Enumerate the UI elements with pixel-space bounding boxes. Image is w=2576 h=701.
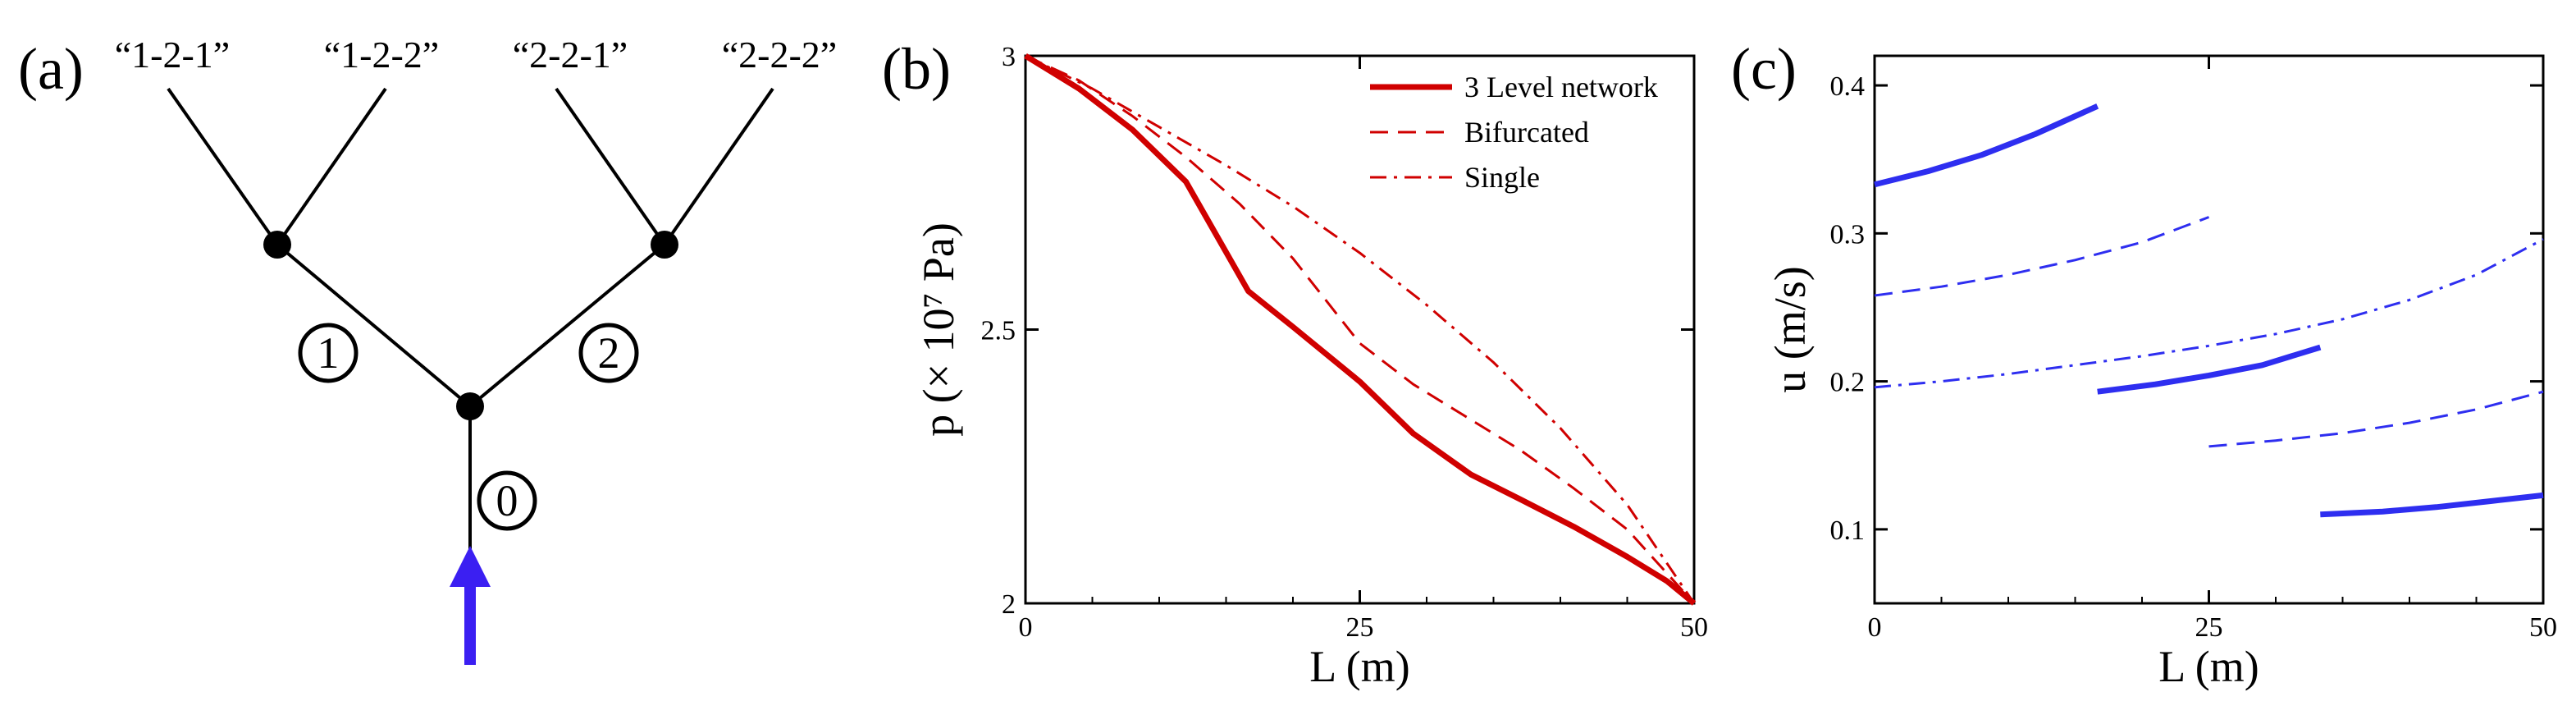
velocity-plot-area: 0 25 50 0.1 0.2 0.3 0.4 bbox=[1830, 54, 2557, 643]
c-x-tick-label: 25 bbox=[2195, 612, 2223, 643]
branch-badge-0-text: 0 bbox=[496, 476, 518, 525]
branch-badge-1-text: 1 bbox=[317, 328, 340, 378]
c-series-line-3 bbox=[1874, 216, 2210, 297]
branch-badge-2-text: 2 bbox=[598, 328, 620, 378]
panel-a-network-diagram: (a) “1-2-1” “1-2-2” “2-2-1” “2-2-2” 0 1 … bbox=[18, 34, 837, 665]
junction-node-right bbox=[651, 231, 678, 259]
panel-c-label: (c) bbox=[1731, 36, 1797, 102]
c-series-line-1 bbox=[2097, 344, 2322, 395]
panel-b-pressure-chart: (b) 0 25 50 2 2.5 3 p (× 10⁷ Pa) L (m) 3 Leve… bbox=[882, 36, 1708, 691]
b-y-tick-label: 2.5 bbox=[981, 316, 1016, 346]
b-y-tick-label: 2 bbox=[1002, 589, 1016, 620]
branch-2-2-1-line bbox=[555, 87, 666, 246]
velocity-y-axis-label: u (m/s) bbox=[1765, 266, 1815, 393]
pressure-plot-area: 0 25 50 2 2.5 3 bbox=[981, 42, 1709, 643]
c-plot-frame bbox=[1873, 54, 2545, 605]
b-x-tick-label: 25 bbox=[1346, 612, 1374, 643]
legend-label-2: Single bbox=[1464, 161, 1540, 194]
branch-2-line bbox=[468, 243, 666, 408]
c-series-line-0 bbox=[1874, 103, 2099, 188]
panel-b-label: (b) bbox=[882, 36, 951, 102]
b-plot-frame bbox=[1024, 54, 1696, 605]
c-series-line-2 bbox=[2320, 492, 2544, 518]
network-branches bbox=[167, 87, 774, 575]
c-x-tick-label: 0 bbox=[1868, 612, 1882, 643]
branch-badge-1: 1 bbox=[298, 323, 359, 383]
legend-label-1: Bifurcated bbox=[1464, 116, 1589, 149]
b-y-tick-label: 3 bbox=[1002, 42, 1016, 72]
branch-badge-2: 2 bbox=[578, 323, 639, 383]
branch-1-2-1-line bbox=[167, 87, 279, 246]
c-y-tick-label: 0.3 bbox=[1830, 219, 1866, 250]
b-series-line-1 bbox=[1025, 54, 1696, 605]
outlet-label-2-2-2: “2-2-2” bbox=[722, 34, 837, 76]
c-series-line-4 bbox=[2208, 390, 2544, 448]
panel-a-label: (a) bbox=[18, 36, 84, 102]
pressure-legend: 3 Level network Bifurcated Single bbox=[1370, 71, 1658, 194]
branch-1-line bbox=[276, 243, 472, 408]
c-x-tick-label: 50 bbox=[2529, 612, 2557, 643]
b-x-tick-label: 50 bbox=[1680, 612, 1708, 643]
branch-2-2-2-line bbox=[663, 87, 774, 246]
panel-c-velocity-chart: (c) 0 25 50 0.1 0.2 0.3 0.4 u (m/s) L (m) bbox=[1731, 36, 2557, 691]
c-y-tick-label: 0.2 bbox=[1830, 368, 1866, 398]
b-series-line-2 bbox=[1025, 54, 1696, 604]
c-y-tick-label: 0.4 bbox=[1830, 71, 1866, 102]
junction-node-left bbox=[263, 231, 291, 259]
branch-badge-0: 0 bbox=[477, 470, 537, 531]
b-x-tick-label: 0 bbox=[1019, 612, 1033, 643]
junction-node-root bbox=[456, 392, 484, 420]
c-y-tick-label: 0.1 bbox=[1830, 515, 1866, 546]
c-series-line-5 bbox=[1874, 238, 2544, 389]
outlet-label-2-2-1: “2-2-1” bbox=[513, 34, 628, 76]
branch-1-2-2-line bbox=[276, 87, 387, 246]
b-series-line-0 bbox=[1024, 53, 1697, 606]
outlet-label-1-2-1: “1-2-1” bbox=[115, 34, 230, 76]
velocity-x-axis-label: L (m) bbox=[2158, 642, 2259, 691]
pressure-x-axis-label: L (m) bbox=[1309, 642, 1409, 691]
outlet-label-1-2-2: “1-2-2” bbox=[324, 34, 439, 76]
pressure-y-axis-label: p (× 10⁷ Pa) bbox=[914, 222, 963, 437]
inlet-arrow-icon bbox=[450, 546, 491, 665]
legend-label-0: 3 Level network bbox=[1464, 71, 1658, 103]
